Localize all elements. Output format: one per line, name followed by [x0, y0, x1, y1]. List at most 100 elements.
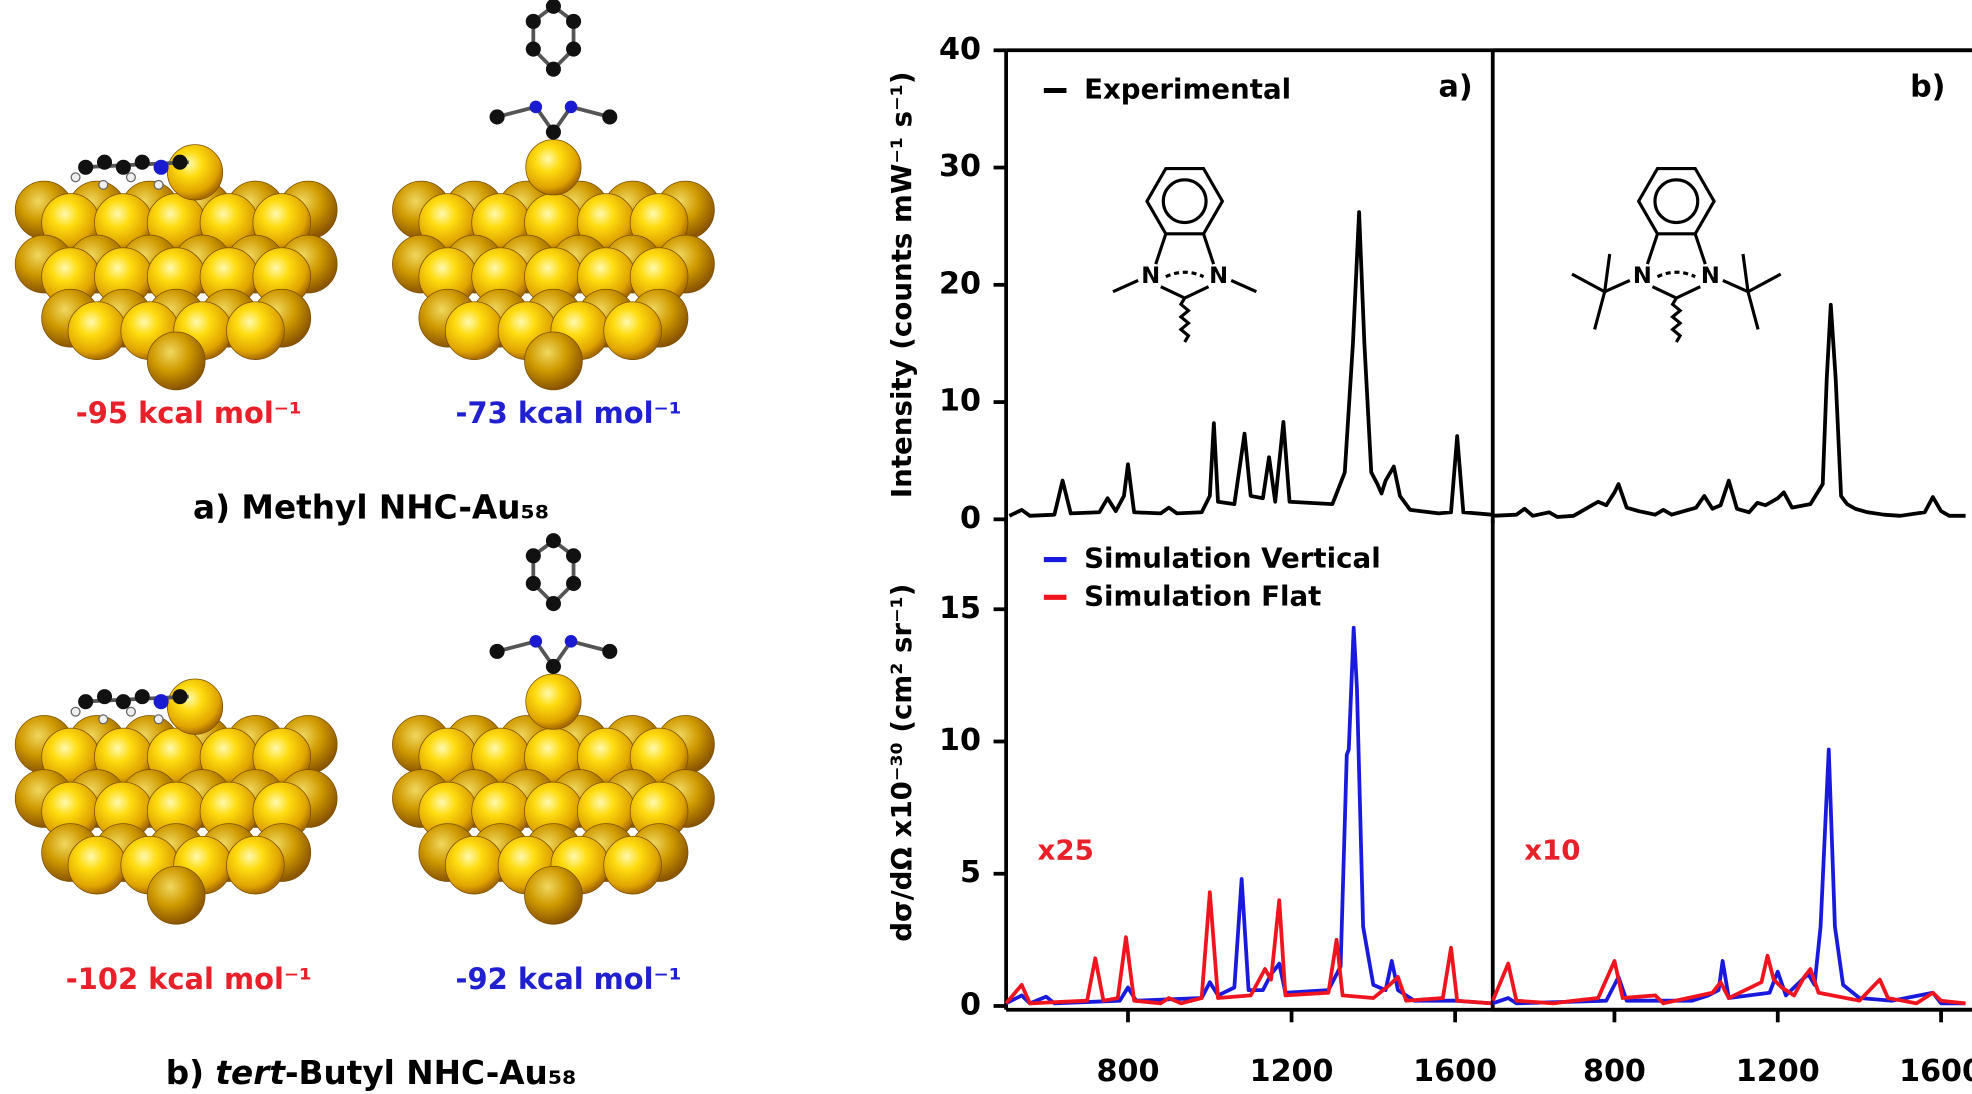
atom	[71, 173, 80, 182]
atom	[565, 101, 578, 114]
atom	[97, 689, 112, 704]
atom-label: N	[1701, 263, 1720, 289]
x-tick-label: 1200	[1250, 1054, 1334, 1089]
atom	[546, 533, 561, 548]
molecule	[490, 0, 618, 140]
legend-label: Experimental	[1084, 73, 1291, 106]
bond	[1748, 292, 1758, 330]
atom	[546, 62, 561, 77]
atom	[566, 14, 581, 29]
atom	[97, 155, 112, 170]
y-tick-label: 0	[960, 501, 981, 536]
bond	[1657, 272, 1695, 276]
surface-bond	[1673, 298, 1681, 342]
bond	[1161, 287, 1209, 298]
gold-cluster	[15, 145, 337, 390]
caption-part: -Butyl NHC-Au₅₈	[285, 1054, 577, 1092]
atom	[154, 715, 163, 724]
bond	[1605, 280, 1630, 291]
atom	[526, 140, 581, 195]
bond	[1743, 254, 1748, 292]
atom	[565, 635, 578, 648]
atom	[167, 679, 222, 734]
atom	[127, 173, 136, 182]
spectrum-line	[1493, 305, 1966, 517]
atom	[525, 332, 583, 390]
atom	[526, 41, 541, 56]
atom	[566, 41, 581, 56]
atom	[604, 836, 662, 894]
figure: -95 kcal mol⁻¹-73 kcal mol⁻¹a) Methyl NH…	[0, 0, 1972, 1094]
atom	[546, 124, 561, 139]
x-tick-label: 1200	[1736, 1054, 1820, 1089]
atom-label: N	[1633, 263, 1652, 289]
scale-annotation: x10	[1524, 833, 1580, 866]
atom	[147, 332, 205, 390]
caption: b) tert-Butyl NHC-Au₅₈	[166, 1054, 577, 1092]
atom	[226, 836, 284, 894]
caption-part: tert	[215, 1054, 286, 1092]
caption: a) Methyl NHC-Au₅₈	[193, 488, 549, 526]
gold-cluster	[392, 140, 714, 390]
y-tick-label: 5	[960, 855, 981, 890]
atom	[530, 101, 543, 114]
atom	[116, 160, 131, 175]
atom	[566, 576, 581, 591]
legend-label: Simulation Vertical	[1084, 542, 1381, 575]
atom	[135, 155, 150, 170]
legend-label: Simulation Flat	[1084, 579, 1321, 612]
structure-sketch: NN	[1572, 169, 1781, 343]
bond	[1647, 234, 1657, 264]
atom	[99, 715, 108, 724]
x-tick-label: 800	[1583, 1054, 1646, 1089]
bond	[1166, 272, 1204, 276]
atom	[167, 145, 222, 200]
y-tick-label: 20	[939, 266, 981, 301]
bond	[1113, 280, 1138, 291]
bond	[1231, 280, 1256, 291]
bond	[1695, 234, 1705, 264]
atom-label: N	[1141, 263, 1160, 289]
y-axis-label: dσ/dΩ x10⁻³⁰ (cm² sr⁻¹)	[885, 584, 918, 942]
atom	[172, 155, 187, 170]
y-tick-label: 30	[939, 149, 981, 184]
bond	[1156, 234, 1166, 264]
atom-label: N	[1209, 263, 1228, 289]
y-axis-label: Intensity (counts mW⁻¹ s⁻¹)	[885, 71, 918, 498]
x-tick-label: 1600	[1899, 1054, 1972, 1089]
atom	[154, 180, 163, 189]
aromatic-circle	[1163, 180, 1206, 223]
atom	[526, 576, 541, 591]
atom	[154, 160, 169, 175]
atom	[546, 659, 561, 674]
y-tick-label: 0	[960, 987, 981, 1022]
spectrum-line	[1493, 956, 1966, 1004]
atom	[566, 548, 581, 563]
atom	[68, 836, 126, 894]
bond	[1652, 287, 1700, 298]
atom	[99, 180, 108, 189]
atom	[604, 302, 662, 360]
aromatic-circle	[1655, 180, 1698, 223]
atom	[526, 674, 581, 729]
binding-energy: -95 kcal mol⁻¹	[76, 396, 302, 430]
bond	[1605, 254, 1610, 292]
atom	[147, 866, 205, 924]
surface-bond	[1181, 298, 1189, 342]
atom	[490, 644, 505, 659]
atom	[546, 596, 561, 611]
bond	[1595, 292, 1605, 330]
gold-cluster	[392, 674, 714, 924]
atom	[525, 866, 583, 924]
x-tick-label: 1600	[1413, 1054, 1497, 1089]
atom	[127, 707, 136, 716]
caption-part: b)	[166, 1054, 216, 1092]
atom	[526, 14, 541, 29]
y-tick-label: 10	[939, 723, 981, 758]
y-tick-label: 15	[939, 591, 981, 626]
panel-label: b)	[1910, 70, 1945, 105]
atom	[154, 694, 169, 709]
panel-label: a)	[1439, 70, 1473, 105]
